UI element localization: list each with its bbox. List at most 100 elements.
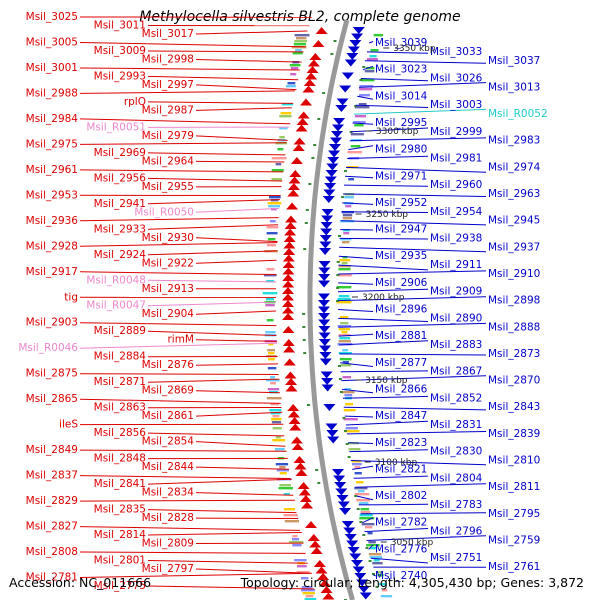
gene-label[interactable]: Msil_2865: [26, 393, 78, 405]
gene-label[interactable]: Msil_2811: [488, 481, 540, 493]
gene-label[interactable]: Msil_2751: [430, 552, 482, 564]
gene-label[interactable]: Msil_2910: [488, 268, 540, 280]
gene-label[interactable]: Msil_2843: [488, 401, 540, 413]
gene-label[interactable]: Msil_2877: [375, 357, 427, 369]
gene-label[interactable]: Msil_2870: [488, 375, 540, 387]
gene-label[interactable]: Msil_2909: [430, 286, 482, 298]
gene-label[interactable]: Msil_2814: [94, 529, 147, 541]
gene-label[interactable]: Msil_2935: [375, 250, 427, 262]
rna-label[interactable]: Msil_R0050: [134, 206, 194, 218]
rna-label[interactable]: Msil_R0052: [488, 108, 548, 120]
gene-label[interactable]: Msil_2947: [375, 224, 427, 236]
gene-label[interactable]: Msil_2981: [430, 153, 482, 165]
gene-label[interactable]: Msil_3025: [26, 11, 78, 23]
gene-label[interactable]: Msil_2829: [26, 495, 78, 507]
gene-label[interactable]: Msil_2945: [488, 215, 540, 227]
gene-label[interactable]: Msil_2930: [142, 232, 194, 244]
gene-label[interactable]: Msil_2775: [94, 580, 146, 592]
gene-label[interactable]: Msil_2988: [26, 87, 78, 99]
gene-label[interactable]: Msil_2904: [142, 308, 195, 320]
gene-label[interactable]: Msil_2844: [142, 461, 195, 473]
gene-label[interactable]: Msil_3037: [488, 55, 540, 67]
gene-label[interactable]: Msil_2852: [430, 392, 482, 404]
gene-label[interactable]: Msil_2849: [26, 444, 78, 456]
gene-label[interactable]: Msil_2974: [488, 161, 541, 173]
gene-label[interactable]: Msil_2953: [26, 189, 78, 201]
gene-label[interactable]: Msil_2911: [430, 259, 482, 271]
gene-label[interactable]: Msil_2866: [375, 383, 428, 395]
gene-label[interactable]: Msil_2856: [94, 427, 147, 439]
gene-label[interactable]: Msil_3017: [142, 28, 194, 40]
gene-label[interactable]: Msil_2898: [488, 295, 540, 307]
gene-label[interactable]: Msil_3009: [94, 45, 146, 57]
gene-label[interactable]: Msil_2984: [26, 113, 79, 125]
gene-label[interactable]: Msil_2759: [488, 535, 540, 547]
gene-label[interactable]: Msil_3039: [375, 37, 427, 49]
gene-label[interactable]: Msil_2952: [375, 197, 427, 209]
gene-label[interactable]: Msil_2883: [430, 339, 482, 351]
gene-label[interactable]: Msil_2913: [142, 283, 194, 295]
gene-label[interactable]: Msil_2956: [94, 172, 147, 184]
gene-label[interactable]: Msil_2979: [142, 130, 194, 142]
gene-label[interactable]: Msil_2823: [375, 437, 427, 449]
gene-label[interactable]: Msil_2797: [142, 563, 194, 575]
gene-label[interactable]: Msil_2835: [94, 504, 146, 516]
rna-label[interactable]: Msil_R0047: [86, 300, 146, 312]
gene-label[interactable]: Msil_2954: [430, 206, 483, 218]
gene-label[interactable]: Msil_2936: [26, 215, 79, 227]
gene-label[interactable]: tig: [64, 291, 78, 303]
gene-label[interactable]: Msil_2917: [26, 266, 78, 278]
gene-label[interactable]: Msil_2969: [94, 147, 146, 159]
gene-label[interactable]: Msil_2933: [94, 223, 146, 235]
gene-label[interactable]: Msil_2971: [375, 170, 427, 182]
gene-label[interactable]: Msil_2837: [26, 470, 78, 482]
gene-label[interactable]: Msil_2881: [375, 330, 427, 342]
gene-label[interactable]: Msil_2998: [142, 54, 194, 66]
gene-label[interactable]: Msil_2871: [94, 376, 146, 388]
gene-label[interactable]: Msil_2961: [26, 164, 78, 176]
gene-label[interactable]: Msil_3005: [26, 37, 78, 49]
gene-label[interactable]: Msil_2955: [142, 181, 194, 193]
gene-label[interactable]: Msil_2810: [488, 455, 540, 467]
gene-label[interactable]: Msil_2964: [142, 155, 195, 167]
gene-label[interactable]: Msil_2888: [488, 321, 540, 333]
gene-label[interactable]: Msil_2808: [26, 546, 78, 558]
gene-label[interactable]: Msil_2980: [375, 144, 427, 156]
gene-label[interactable]: Msil_2847: [375, 410, 427, 422]
gene-label[interactable]: Msil_3014: [375, 90, 428, 102]
gene-label[interactable]: Msil_3003: [430, 99, 482, 111]
gene-label[interactable]: Msil_2938: [430, 232, 482, 244]
gene-label[interactable]: Msil_2987: [142, 104, 194, 116]
gene-label[interactable]: Msil_2928: [26, 240, 78, 252]
gene-label[interactable]: Msil_2876: [142, 359, 195, 371]
gene-label[interactable]: Msil_2993: [94, 70, 146, 82]
gene-label[interactable]: Msil_2960: [430, 179, 482, 191]
gene-label[interactable]: Msil_2831: [430, 419, 482, 431]
gene-label[interactable]: Msil_3001: [26, 62, 78, 74]
gene-label[interactable]: Msil_2809: [142, 538, 194, 550]
gene-label[interactable]: Msil_2839: [488, 428, 540, 440]
gene-label[interactable]: Msil_2999: [430, 126, 482, 138]
gene-label[interactable]: Msil_2827: [26, 521, 78, 533]
gene-label[interactable]: Msil_2889: [94, 325, 146, 337]
gene-label[interactable]: Msil_2834: [142, 487, 195, 499]
gene-label[interactable]: Msil_2903: [26, 317, 78, 329]
gene-label[interactable]: Msil_3013: [488, 81, 540, 93]
gene-label[interactable]: Msil_2875: [26, 368, 78, 380]
rna-label[interactable]: Msil_R0051: [86, 121, 146, 133]
gene-label[interactable]: Msil_2937: [488, 241, 540, 253]
gene-label[interactable]: Msil_2995: [375, 117, 427, 129]
gene-label[interactable]: Msil_2830: [430, 446, 482, 458]
gene-label[interactable]: Msil_2863: [94, 402, 146, 414]
gene-label[interactable]: ileS: [59, 419, 78, 431]
gene-label[interactable]: Msil_2795: [488, 508, 540, 520]
gene-label[interactable]: Msil_2740: [375, 570, 427, 582]
gene-label[interactable]: Msil_2896: [375, 304, 428, 316]
gene-label[interactable]: Msil_2941: [94, 198, 146, 210]
gene-label[interactable]: Msil_2922: [142, 257, 194, 269]
gene-label[interactable]: Msil_3011: [94, 20, 146, 32]
gene-label[interactable]: Msil_2861: [142, 410, 194, 422]
gene-label[interactable]: Msil_2867: [430, 366, 482, 378]
gene-label[interactable]: Msil_2821: [375, 463, 427, 475]
gene-label[interactable]: Msil_2804: [430, 472, 483, 484]
